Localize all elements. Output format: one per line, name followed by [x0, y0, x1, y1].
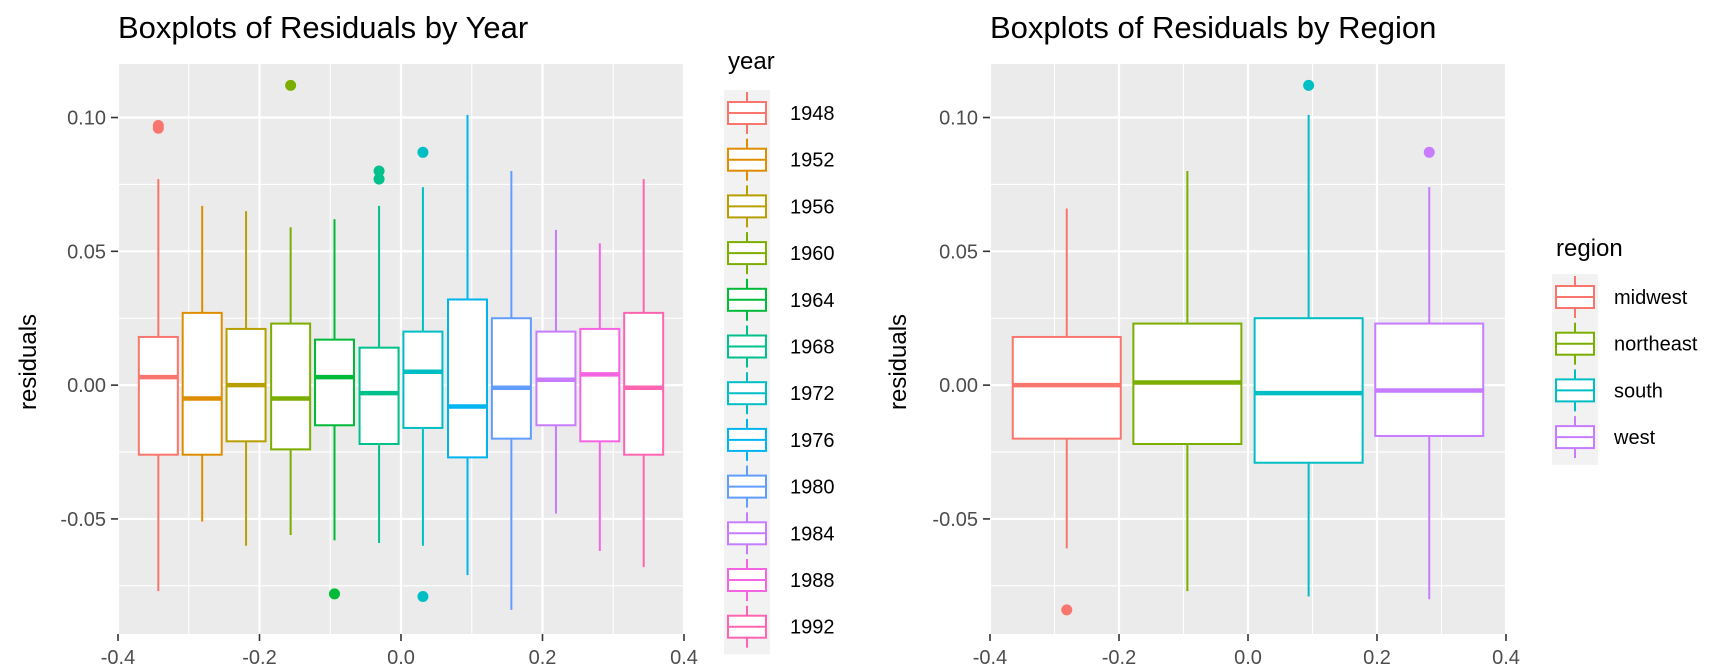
chart-title: Boxplots of Residuals by Year: [118, 10, 528, 45]
legend-label: 1984: [790, 523, 835, 545]
box-body: [1374, 322, 1485, 437]
box-northeast: [1132, 171, 1243, 592]
outlier-point: [417, 591, 429, 603]
box-body: [181, 311, 223, 456]
box-south: [1253, 79, 1364, 597]
box-body: [623, 311, 665, 456]
y-tick-label: 0.05: [939, 241, 978, 263]
box-1972: [402, 146, 444, 603]
legend-label: 1952: [790, 150, 835, 172]
box-body: [137, 335, 179, 456]
y-tick-label: 0.10: [67, 108, 106, 130]
box-1980: [490, 171, 532, 610]
legend-label: midwest: [1614, 287, 1688, 309]
legend-label: 1992: [790, 617, 835, 639]
outlier-point: [1061, 604, 1073, 616]
region-boxplot-chart: Boxplots of Residuals by Region residual…: [885, 10, 1698, 669]
legend: region midwest northeast south west: [1552, 235, 1698, 465]
box-body: [313, 338, 355, 427]
legend-label: 1976: [790, 430, 835, 452]
legend-label: 1968: [790, 337, 835, 359]
box-1992: [623, 179, 665, 568]
box-midwest: [1011, 208, 1122, 616]
box-body: [490, 317, 532, 440]
box-1968: [358, 165, 400, 544]
legend-label: 1972: [790, 383, 835, 405]
legend-label: northeast: [1614, 334, 1698, 356]
box-1964: [313, 219, 355, 600]
outlier-point: [1423, 146, 1435, 158]
legend-label: 1988: [790, 570, 835, 592]
x-tick-label: 0.2: [529, 647, 557, 669]
legend-label: 1960: [790, 243, 835, 265]
year-boxplot-chart: Boxplots of Residuals by Year residuals …: [15, 10, 835, 669]
legend-title: region: [1556, 235, 1623, 262]
x-tick-label: 0.4: [670, 647, 698, 669]
outlier-point: [373, 173, 385, 185]
box-body: [358, 346, 400, 445]
x-tick-label: 0.2: [1363, 647, 1391, 669]
box-body: [447, 298, 489, 459]
box-body: [402, 330, 444, 429]
y-tick-label: -0.05: [932, 509, 978, 531]
legend-label: west: [1613, 427, 1656, 449]
legend-title: year: [728, 48, 775, 75]
chart-title: Boxplots of Residuals by Region: [990, 10, 1436, 45]
box-1952: [181, 205, 223, 522]
outlier-point: [1303, 79, 1315, 91]
box-body: [1011, 335, 1122, 440]
y-tick-label: 0.10: [939, 108, 978, 130]
y-tick-label: -0.05: [60, 509, 106, 531]
box-1948: [137, 120, 179, 592]
outlier-point: [152, 120, 164, 132]
box-west: [1374, 146, 1485, 600]
x-tick-label: -0.2: [242, 647, 276, 669]
y-tick-label: 0.05: [67, 241, 106, 263]
x-tick-label: 0.4: [1492, 647, 1520, 669]
x-tick-label: -0.4: [101, 647, 135, 669]
outlier-point: [285, 79, 297, 91]
legend-label: south: [1614, 380, 1663, 402]
box-body: [579, 327, 621, 443]
outlier-point: [328, 588, 340, 600]
outlier-point: [417, 146, 429, 158]
box-1956: [225, 211, 267, 546]
box-1988: [579, 243, 621, 552]
y-tick-label: 0.00: [67, 375, 106, 397]
legend: year 1948 1952 1956 1960 1964 1968 1972 1976 198…: [724, 48, 835, 655]
outlier-point: [373, 165, 385, 177]
legend-label: 1956: [790, 196, 835, 218]
box-1960: [270, 79, 312, 535]
y-axis-title: residuals: [885, 314, 912, 410]
plot-panel: -0.4 -0.2 0.0 0.2 0.4 -0.05 0.00 0.05 0.10: [60, 64, 698, 669]
legend-label: 1948: [790, 103, 835, 125]
box-body: [270, 322, 312, 451]
box-1976: [447, 114, 489, 576]
x-tick-label: 0.0: [1234, 647, 1262, 669]
legend-label: 1964: [790, 290, 835, 312]
legend-label: 1980: [790, 477, 835, 499]
x-tick-label: -0.2: [1102, 647, 1136, 669]
x-tick-label: 0.0: [387, 647, 415, 669]
plot-panel: -0.4 -0.2 0.0 0.2 0.4 -0.05 0.00 0.05 0.10: [932, 64, 1520, 669]
box-1984: [535, 229, 577, 514]
y-tick-label: 0.00: [939, 375, 978, 397]
x-tick-label: -0.4: [973, 647, 1007, 669]
y-axis-title: residuals: [15, 314, 42, 410]
box-body: [1253, 317, 1364, 464]
